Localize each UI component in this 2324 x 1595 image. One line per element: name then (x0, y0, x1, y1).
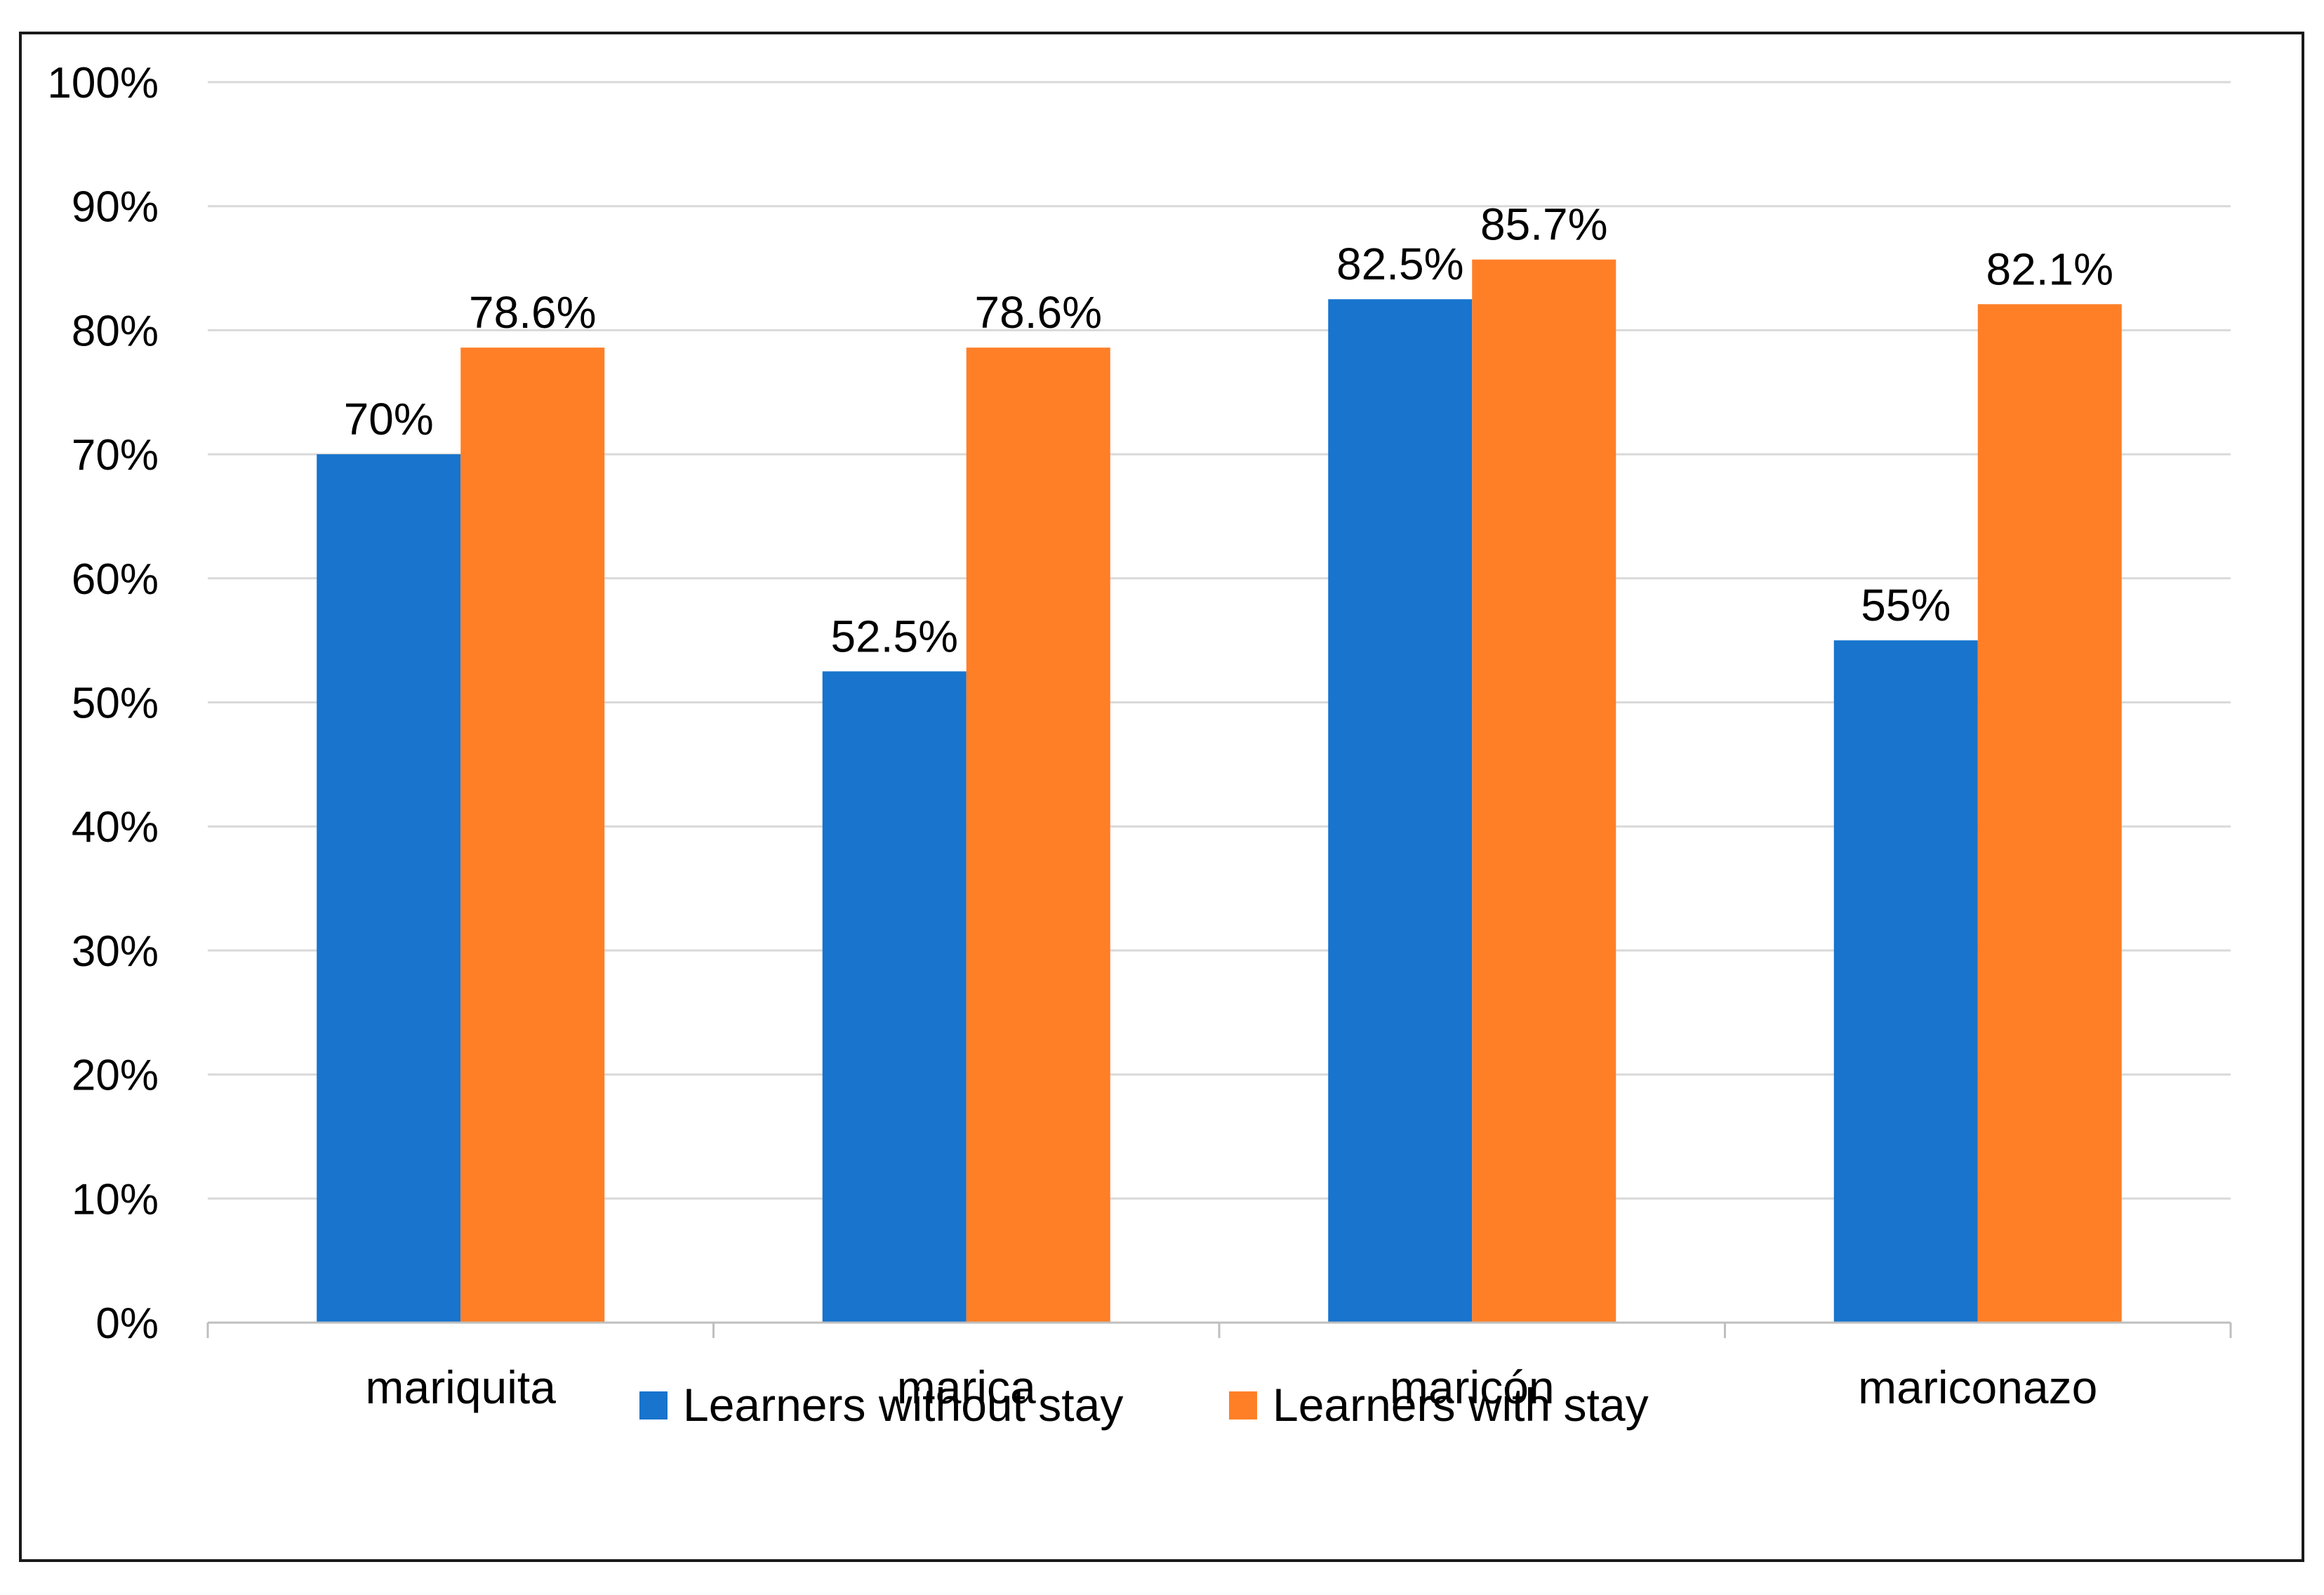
y-tick-label: 0% (95, 1299, 159, 1348)
bar-with-stay[interactable] (966, 348, 1110, 1323)
category-label: marica (897, 1361, 1036, 1413)
data-label: 55% (1861, 580, 1951, 630)
legend-label[interactable]: Learners with stay (1273, 1379, 1649, 1431)
chart-frame: 0% 10% 20% 30% 40% 50% 60% 70% 80% 90% 100% 70% 78.6… (19, 32, 2304, 1562)
y-tick-label: 20% (72, 1052, 159, 1100)
y-tick-label: 30% (72, 927, 159, 976)
x-axis (206, 1321, 2232, 1338)
data-label: 52.5% (831, 611, 958, 661)
bar-without-stay[interactable] (317, 454, 461, 1323)
bar-chart: 0% 10% 20% 30% 40% 50% 60% 70% 80% 90% 100% 70% 78.6… (47, 59, 2232, 1431)
category-label: mariquita (366, 1361, 557, 1413)
data-label: 82.1% (1986, 244, 2113, 294)
y-tick-label: 80% (72, 307, 159, 355)
y-tick-label: 100% (47, 59, 159, 107)
y-tick-label: 10% (72, 1175, 159, 1224)
bar-with-stay[interactable] (1977, 304, 2122, 1323)
data-label: 78.6% (975, 287, 1102, 338)
legend-swatch[interactable] (639, 1391, 668, 1419)
legend-label[interactable]: Learners without stay (683, 1379, 1123, 1431)
y-tick-label: 90% (72, 183, 159, 232)
y-tick-label: 40% (72, 803, 159, 852)
category-label: maricón (1390, 1361, 1555, 1413)
data-label: 85.7% (1480, 199, 1607, 250)
bar-without-stay[interactable] (1328, 299, 1473, 1323)
y-tick-label: 50% (72, 680, 159, 728)
bar-without-stay[interactable] (1833, 640, 1978, 1323)
bar-with-stay[interactable] (460, 348, 605, 1323)
y-tick-label: 60% (72, 555, 159, 604)
legend-swatch[interactable] (1229, 1391, 1257, 1419)
bars (317, 259, 2122, 1323)
data-label: 70% (344, 394, 434, 444)
bar-with-stay[interactable] (1472, 259, 1616, 1323)
labels: 0% 10% 20% 30% 40% 50% 60% 70% 80% 90% 100% 70% 78.6… (47, 59, 2113, 1413)
data-label: 82.5% (1336, 239, 1463, 289)
category-label: mariconazo (1858, 1361, 2097, 1413)
bar-without-stay[interactable] (822, 671, 967, 1323)
data-label: 78.6% (469, 287, 596, 338)
legend[interactable]: Learners without stay Learners with stay (639, 1379, 1649, 1431)
y-tick-label: 70% (72, 431, 159, 479)
